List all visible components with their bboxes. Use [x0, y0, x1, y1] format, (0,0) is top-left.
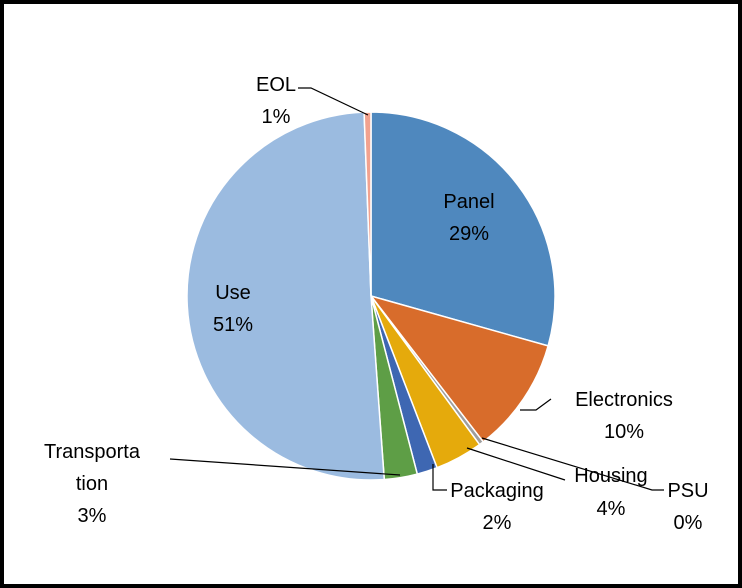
label-electronics-percent: 10% [604, 421, 644, 443]
pie-slices [186, 111, 556, 481]
leader-line-packaging [432, 464, 447, 491]
label-packaging-name: Packaging [450, 480, 543, 502]
leader-line-housing [466, 447, 566, 481]
pie-slice-panel [370, 111, 556, 347]
label-transportation-percent: 3% [78, 505, 107, 527]
label-packaging-percent: 2% [483, 512, 512, 534]
label-psu-percent: 0% [674, 512, 703, 534]
leader-line-transportation [169, 458, 401, 476]
label-transportation-name-1: Transporta [44, 441, 141, 463]
pie-slice-eol [363, 111, 372, 297]
label-use-name: Use [215, 282, 251, 304]
label-eol-percent: 1% [262, 106, 291, 128]
label-housing-percent: 4% [597, 498, 626, 520]
leader-line-eol [298, 87, 369, 116]
leader-line-electronics [520, 398, 552, 411]
label-panel-percent: 29% [449, 223, 489, 245]
label-transportation-name-2: tion [76, 473, 108, 495]
leader-lines [169, 87, 664, 491]
label-use-percent: 51% [213, 314, 253, 336]
label-housing-name: Housing [574, 465, 647, 487]
pie-slice-electronics [370, 295, 549, 443]
label-psu-name: PSU [667, 480, 708, 502]
label-panel-name: Panel [443, 191, 494, 213]
label-eol-name: EOL [256, 74, 296, 96]
label-electronics-name: Electronics [575, 389, 673, 411]
pie-slice-use [186, 111, 386, 481]
leader-line-psu [481, 437, 664, 491]
